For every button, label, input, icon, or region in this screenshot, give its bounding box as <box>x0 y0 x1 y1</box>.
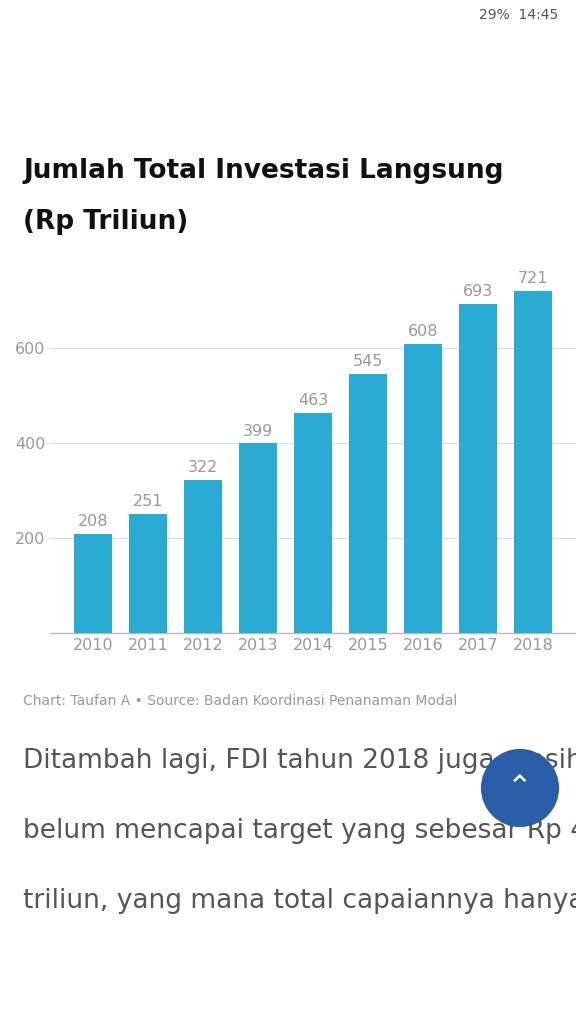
Bar <box>294 413 332 633</box>
Text: triliun, yang mana total capaiannya hanya: triliun, yang mana total capaiannya hany… <box>23 888 576 914</box>
Text: 463: 463 <box>298 393 328 409</box>
Text: (Rp Triliun): (Rp Triliun) <box>23 209 188 234</box>
Bar <box>129 514 168 633</box>
Text: 721: 721 <box>518 270 548 286</box>
Text: 693: 693 <box>463 284 493 299</box>
Text: 608: 608 <box>408 325 438 339</box>
Text: 29%  14:45: 29% 14:45 <box>479 8 559 22</box>
Bar <box>239 443 277 633</box>
Circle shape <box>482 750 558 826</box>
Bar <box>514 291 552 633</box>
Text: belum mencapai target yang sebesar Rp 4ₓ: belum mencapai target yang sebesar Rp 4ₓ <box>23 818 576 844</box>
Bar <box>458 304 497 633</box>
Text: Chart: Taufan A • Source: Badan Koordinasi Penanaman Modal: Chart: Taufan A • Source: Badan Koordina… <box>23 694 457 708</box>
Text: 251: 251 <box>133 494 164 509</box>
Text: Jumlah Total Investasi Langsung: Jumlah Total Investasi Langsung <box>23 159 503 184</box>
Text: Ditambah lagi, FDI tahun 2018 juga masih: Ditambah lagi, FDI tahun 2018 juga masih <box>23 748 576 774</box>
Text: CNBC: CNBC <box>260 76 316 94</box>
Text: 545: 545 <box>353 354 383 370</box>
Bar <box>348 374 387 633</box>
Bar <box>184 480 222 633</box>
Text: ≡: ≡ <box>523 66 548 94</box>
Text: INDONESIA: INDONESIA <box>257 110 319 120</box>
Text: ⌃: ⌃ <box>507 773 533 803</box>
Text: 399: 399 <box>243 424 273 438</box>
Bar <box>404 344 442 633</box>
Bar <box>74 535 112 633</box>
Text: 322: 322 <box>188 461 218 475</box>
Text: 208: 208 <box>78 514 108 529</box>
